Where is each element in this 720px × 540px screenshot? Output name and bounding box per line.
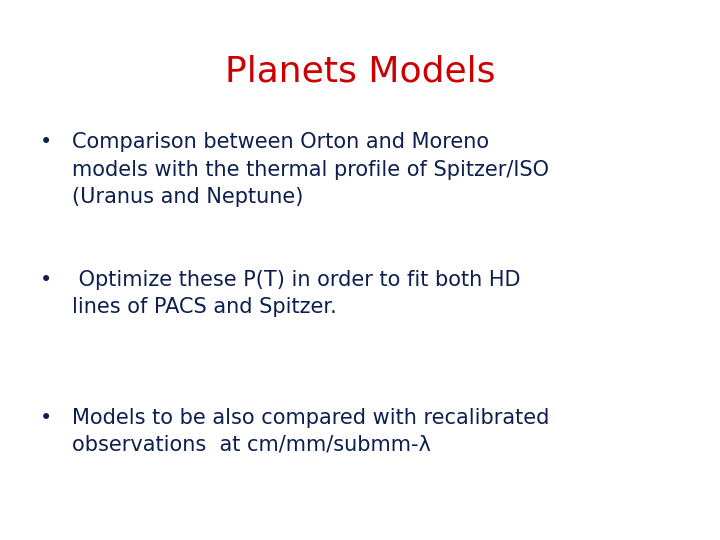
Text: Optimize these P(T) in order to fit both HD
lines of PACS and Spitzer.: Optimize these P(T) in order to fit both… (72, 270, 521, 317)
Text: •: • (40, 408, 52, 428)
Text: •: • (40, 132, 52, 152)
Text: Models to be also compared with recalibrated
observations  at cm/mm/submm-λ: Models to be also compared with recalibr… (72, 408, 549, 455)
Text: Planets Models: Planets Models (225, 54, 495, 88)
Text: •: • (40, 270, 52, 290)
Text: Comparison between Orton and Moreno
models with the thermal profile of Spitzer/I: Comparison between Orton and Moreno mode… (72, 132, 549, 207)
